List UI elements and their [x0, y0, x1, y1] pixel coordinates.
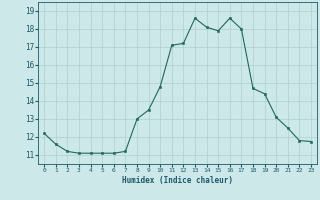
- X-axis label: Humidex (Indice chaleur): Humidex (Indice chaleur): [122, 176, 233, 185]
